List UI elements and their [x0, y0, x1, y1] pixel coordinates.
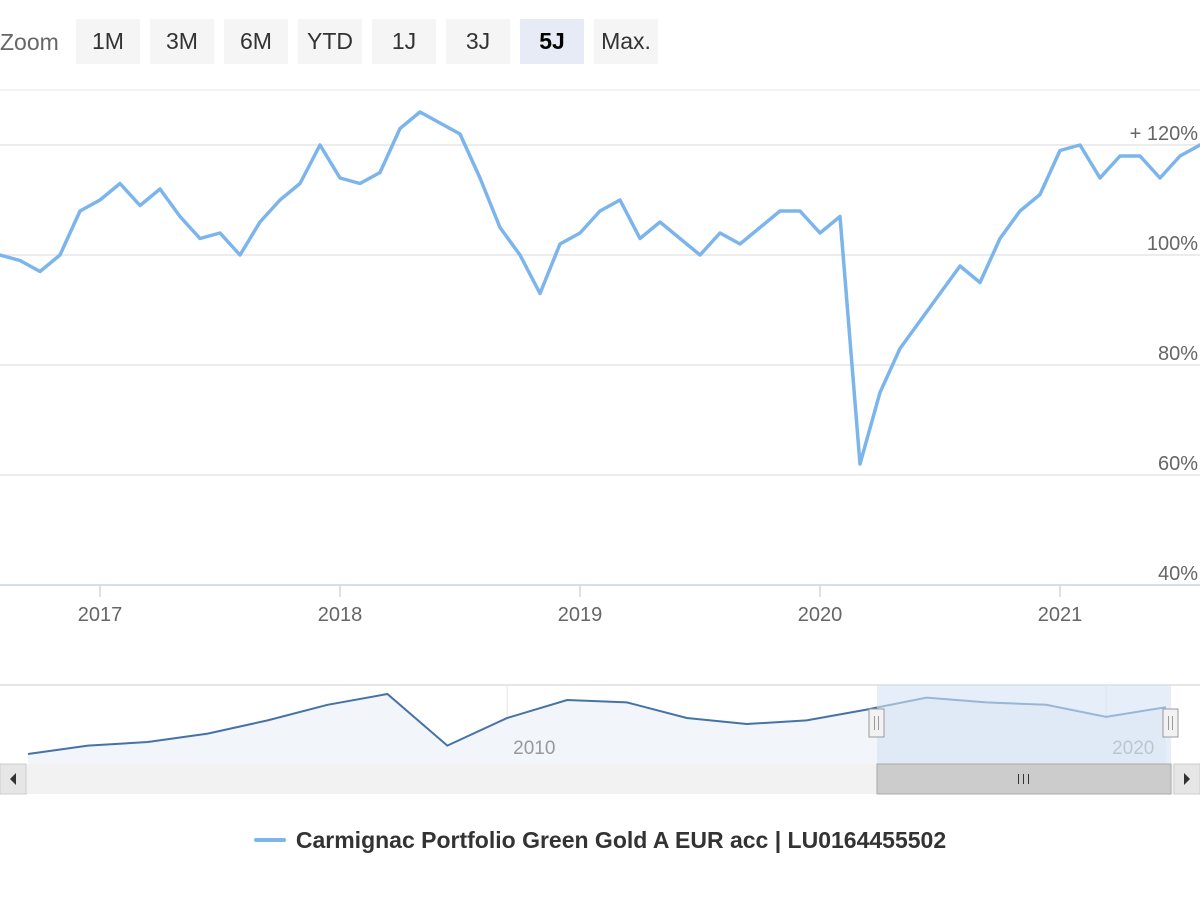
scrollbar-grip-icon	[1018, 774, 1029, 784]
arrow-left-icon	[10, 773, 16, 785]
grid	[0, 89, 1200, 586]
zoom-6m-button[interactable]: 6M	[224, 19, 288, 64]
y-tick-label: 60%	[1158, 453, 1198, 475]
zoom-5j-button[interactable]: 5J	[520, 19, 584, 64]
navigator-tick-label: 2010	[513, 738, 555, 759]
y-axis: + 120% 100% 80% 60% 40%	[1130, 123, 1199, 585]
x-axis: 2017 2018 2019 2020 2021	[78, 585, 1083, 626]
x-tick-label: 2017	[78, 604, 123, 626]
zoom-1j-button[interactable]: 1J	[372, 19, 436, 64]
y-tick-label: + 120%	[1130, 123, 1199, 145]
series-points	[0, 111, 1200, 465]
scroll-right-button[interactable]	[1173, 763, 1200, 795]
legend-label: Carmignac Portfolio Green Gold A EUR acc…	[295, 826, 947, 853]
range-selector: Zoom 1M 3M 6M YTD 1J 3J 5J Max.	[0, 19, 700, 64]
x-tick-label: 2018	[318, 604, 363, 626]
navigator-handle-right[interactable]	[1162, 708, 1179, 738]
scroll-left-button[interactable]	[0, 763, 27, 795]
zoom-1m-button[interactable]: 1M	[76, 19, 140, 64]
y-tick-label: 80%	[1158, 343, 1198, 365]
navigator-handle-left[interactable]	[868, 708, 885, 738]
zoom-3j-button[interactable]: 3J	[446, 19, 510, 64]
price-chart: + 120% 100% 80% 60% 40% 2017 2018 2019 2020 2021	[0, 89, 1200, 626]
zoom-3m-button[interactable]: 3M	[150, 19, 214, 64]
navigator: 20102020	[0, 684, 1200, 795]
zoom-label: Zoom	[0, 29, 59, 55]
arrow-right-icon	[1184, 773, 1190, 785]
navigator-selection[interactable]	[877, 685, 1171, 764]
zoom-max-button[interactable]: Max.	[594, 19, 658, 64]
y-tick-label: 40%	[1158, 563, 1198, 585]
series-line	[0, 110, 1200, 466]
zoom-ytd-button[interactable]: YTD	[298, 19, 362, 64]
y-tick-label: 100%	[1147, 233, 1198, 255]
x-tick-label: 2021	[1038, 604, 1083, 626]
x-tick-label: 2020	[798, 604, 843, 626]
legend-line-icon	[253, 838, 286, 842]
x-tick-label: 2019	[558, 604, 603, 626]
legend[interactable]: Carmignac Portfolio Green Gold A EUR acc…	[0, 820, 1200, 860]
